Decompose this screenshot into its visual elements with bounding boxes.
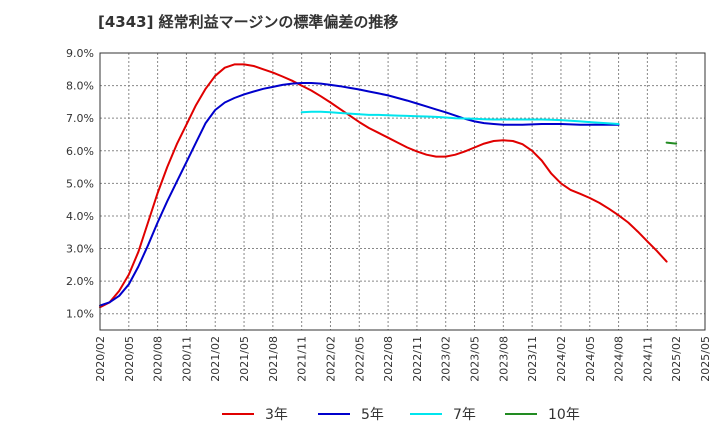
chart-title: [4343] 経常利益マージンの標準偏差の推移 xyxy=(98,13,399,31)
legend-label-0: 3年 xyxy=(265,407,288,423)
y-tick-label: 6.0% xyxy=(66,145,94,158)
x-tick-label: 2021/11 xyxy=(296,336,309,382)
x-tick-label: 2021/05 xyxy=(238,336,251,382)
y-tick-label: 9.0% xyxy=(66,47,94,60)
x-tick-label: 2023/02 xyxy=(440,336,453,382)
y-tick-label: 2.0% xyxy=(66,275,94,288)
x-tick-label: 2021/02 xyxy=(209,336,222,382)
x-tick-label: 2023/08 xyxy=(497,336,510,382)
legend-label-2: 7年 xyxy=(453,407,476,423)
x-tick-label: 2022/08 xyxy=(382,336,395,382)
x-tick-label: 2020/08 xyxy=(152,336,165,382)
x-tick-label: 2025/05 xyxy=(699,336,712,382)
x-tick-label: 2022/05 xyxy=(353,336,366,382)
x-tick-label: 2023/05 xyxy=(469,336,482,382)
series-line-0 xyxy=(99,63,668,309)
plot-border xyxy=(99,52,706,331)
series-line-3 xyxy=(665,141,678,145)
y-tick-label: 7.0% xyxy=(66,112,94,125)
x-tick-label: 2024/08 xyxy=(613,336,626,382)
x-tick-label: 2025/02 xyxy=(670,336,683,382)
series-line-1 xyxy=(99,82,620,307)
y-tick-label: 5.0% xyxy=(66,177,94,190)
x-tick-label: 2023/11 xyxy=(526,336,539,382)
legend-label-3: 10年 xyxy=(548,407,580,423)
x-tick-label: 2022/11 xyxy=(411,336,424,382)
x-tick-label: 2020/11 xyxy=(180,336,193,382)
y-tick-label: 3.0% xyxy=(66,243,94,256)
x-tick-label: 2024/11 xyxy=(641,336,654,382)
x-tick-label: 2024/05 xyxy=(584,336,597,382)
x-tick-label: 2020/02 xyxy=(94,336,107,382)
x-tick-label: 2020/05 xyxy=(123,336,136,382)
series-line-2 xyxy=(300,110,620,125)
x-tick-label: 2024/02 xyxy=(555,336,568,382)
y-tick-label: 8.0% xyxy=(66,80,94,93)
x-tick-label: 2021/08 xyxy=(267,336,280,382)
plot-area xyxy=(100,53,705,330)
legend-label-1: 5年 xyxy=(361,407,384,423)
y-tick-label: 4.0% xyxy=(66,210,94,223)
y-tick-label: 1.0% xyxy=(66,308,94,321)
x-tick-label: 2022/02 xyxy=(324,336,337,382)
